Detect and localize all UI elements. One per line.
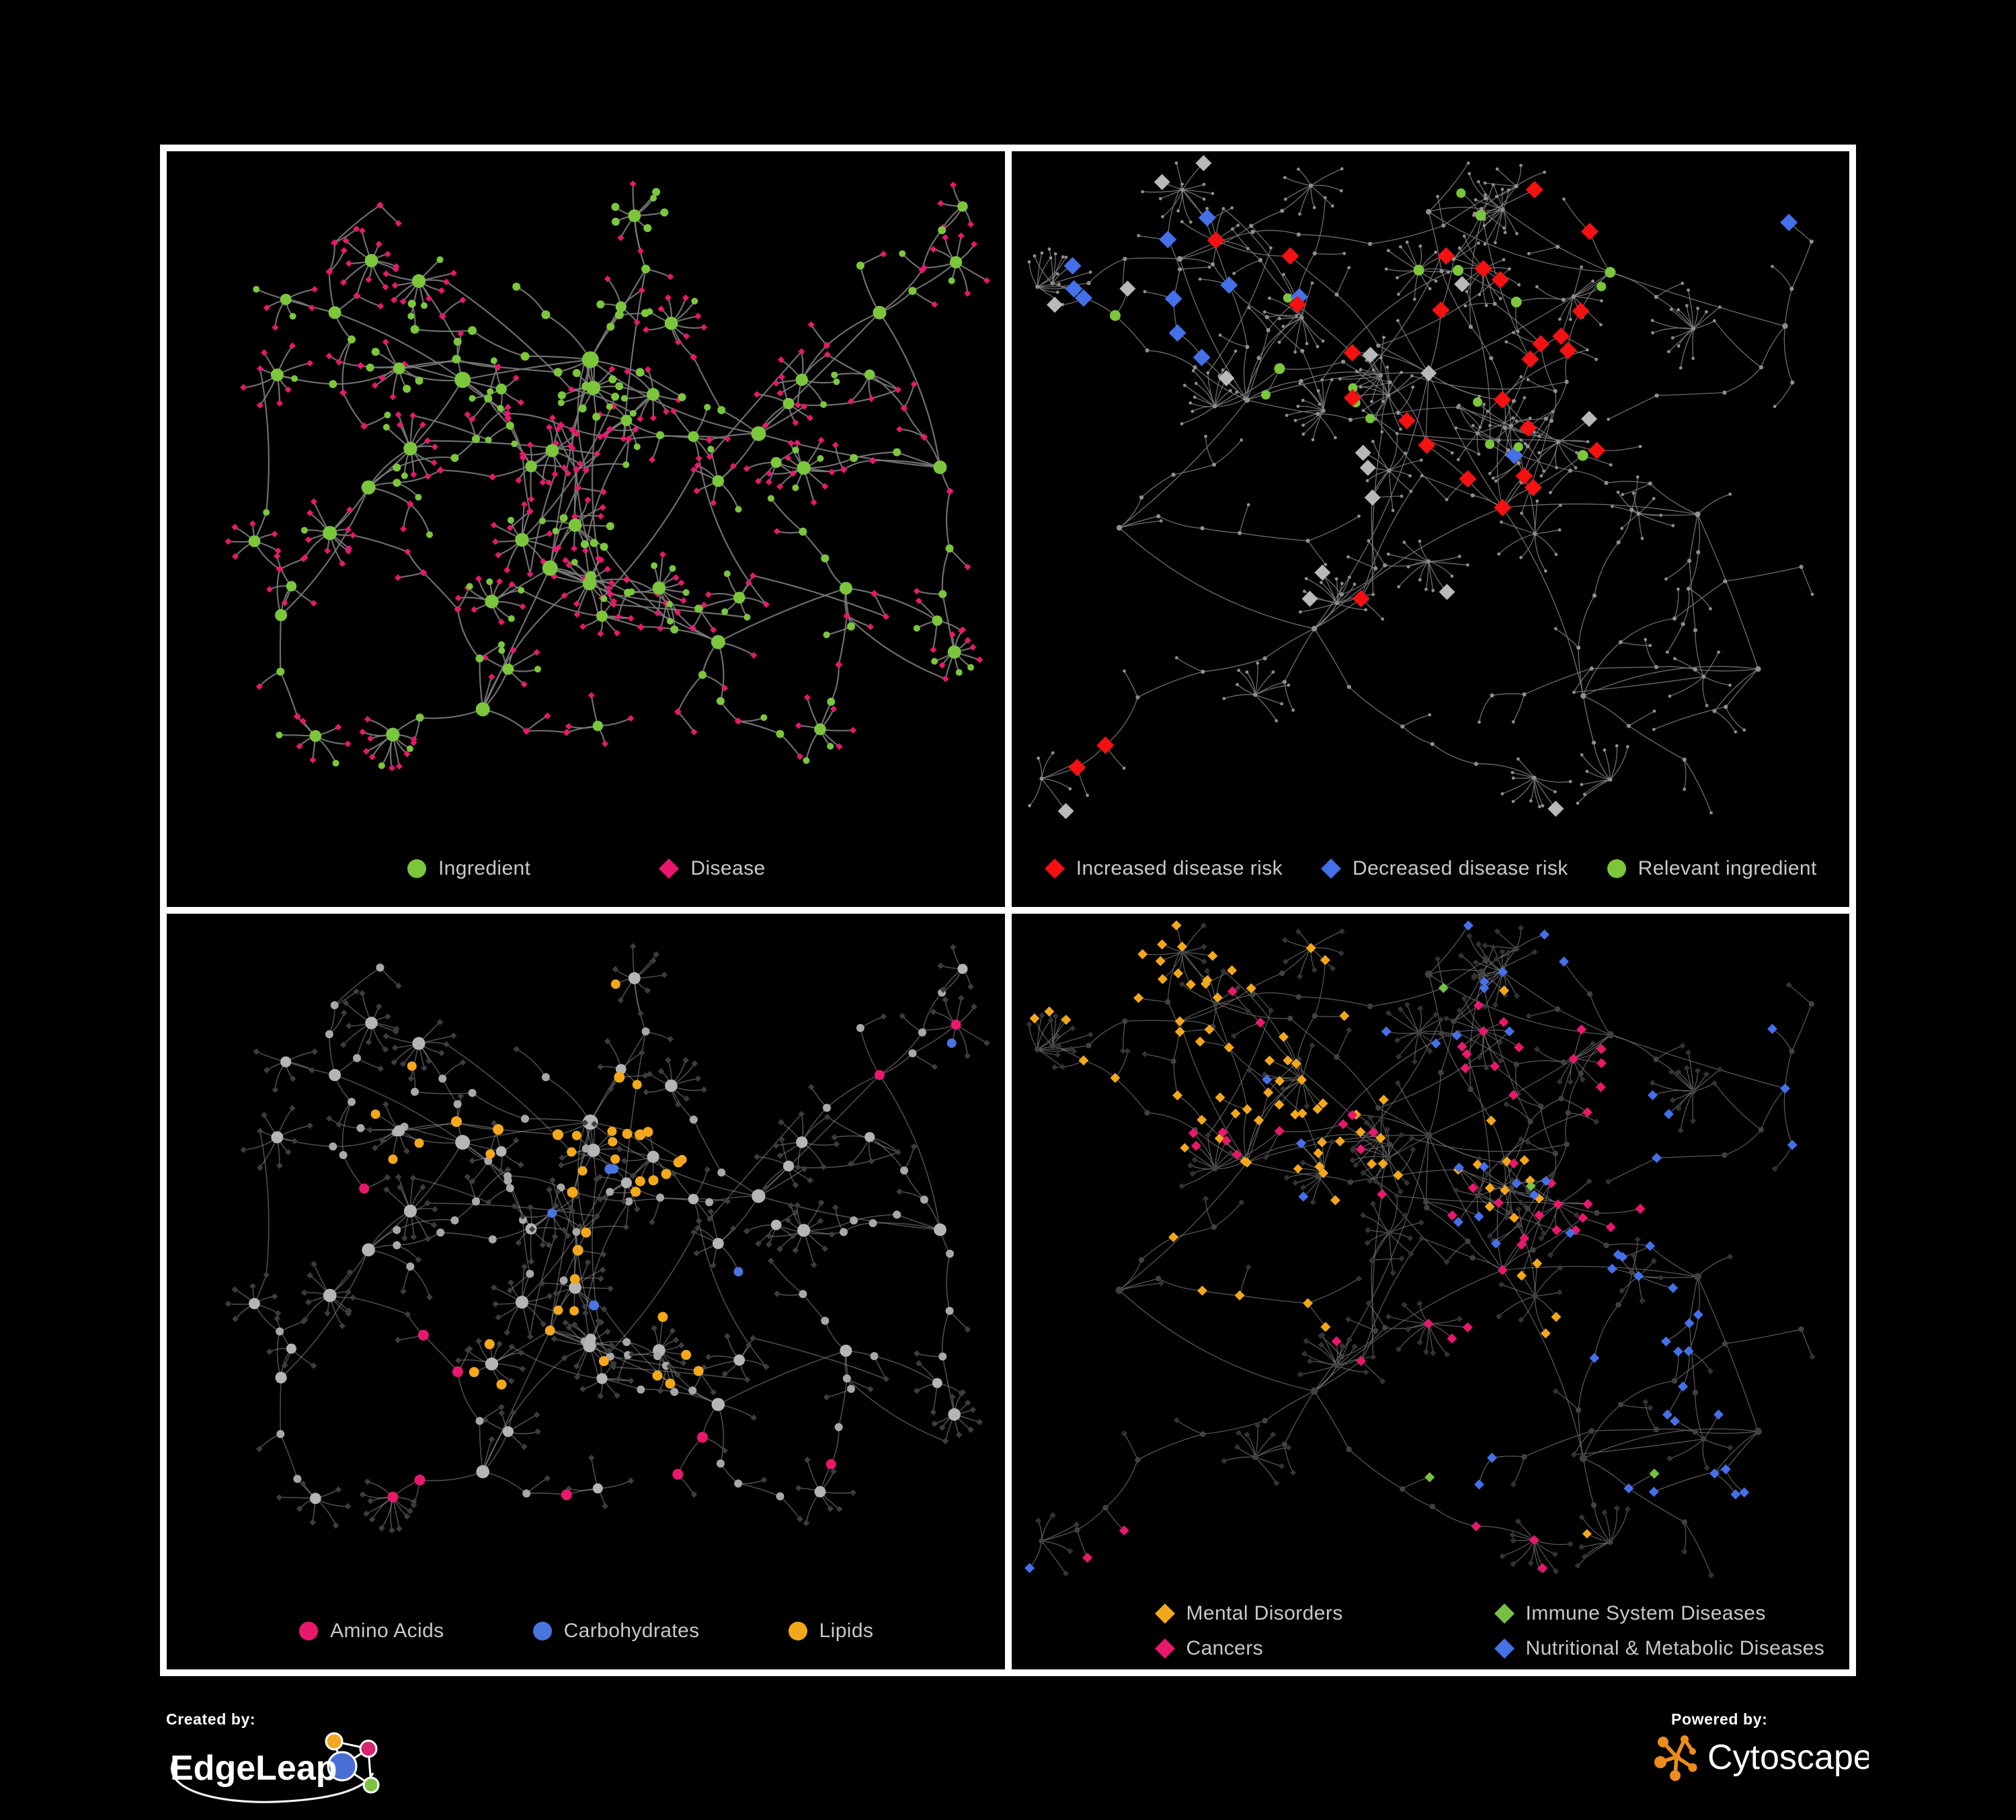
nutritional-metabolic-diseases-swatch-icon	[1494, 1638, 1515, 1659]
ingredient-disease-network	[225, 180, 990, 772]
legend-item-increased-disease-risk: Increased disease risk	[1044, 857, 1283, 880]
cytoscape-logo: Cytoscape	[1654, 1735, 1869, 1781]
panel-ingredient-disease: Ingredient Disease	[167, 151, 1005, 907]
panel-grid: Ingredient Disease Increased disease risk…	[160, 145, 1856, 1676]
ingredient-disease-legend: Ingredient Disease	[167, 830, 1005, 907]
amino-acids-label: Amino Acids	[330, 1620, 444, 1642]
created-by-label: Created by:	[166, 1710, 256, 1728]
legend-item-disease: Disease	[658, 857, 765, 880]
amino-acids-swatch-icon	[299, 1622, 319, 1640]
created-by-block: Created by: EdgeLeap	[166, 1710, 395, 1813]
edgeleap-network-icon	[325, 1732, 380, 1794]
mental-disorders-swatch-icon	[1154, 1604, 1175, 1624]
disease-class-network	[1024, 920, 1816, 1579]
panel-disease-classes: Mental Disorders Immune System Diseases Ca…	[1011, 914, 1850, 1669]
edge-layer	[227, 183, 988, 769]
legend-item-relevant-ingredient: Relevant ingredient	[1606, 857, 1817, 880]
lipids-label: Lipids	[819, 1620, 874, 1642]
powered-by-block: Powered by: Cytoscape	[1654, 1710, 1869, 1788]
ingredient-label: Ingredient	[438, 857, 531, 879]
disease-swatch-icon	[659, 859, 680, 879]
relevant-ingredient-label: Relevant ingredient	[1638, 857, 1817, 879]
legend-item-lipids: Lipids	[787, 1620, 874, 1643]
legend-item-mental-disorders: Mental Disorders	[1154, 1602, 1494, 1625]
cytoscape-icon-nodes	[1654, 1735, 1697, 1781]
increased-disease-risk-swatch-icon	[1044, 859, 1065, 879]
legend-item-nutritional-metabolic-diseases: Nutritional & Metabolic Diseases	[1494, 1637, 1825, 1660]
nutrient-class-legend: Amino Acids Carbohydrates Lipids	[167, 1593, 1005, 1669]
edgeleap-wordmark: EdgeLeap	[170, 1749, 337, 1788]
node-layer	[1024, 920, 1816, 1579]
disease-risk-network	[1027, 155, 1814, 820]
edge-layer	[227, 945, 987, 1531]
node-layer	[1027, 155, 1814, 820]
decreased-disease-risk-label: Decreased disease risk	[1353, 857, 1568, 879]
panel-nutrient-classes: Amino Acids Carbohydrates Lipids	[167, 914, 1005, 1669]
edgeleap-logo: EdgeLeap	[170, 1732, 380, 1803]
disease-class-legend: Mental Disorders Immune System Diseases Ca…	[1012, 1593, 1850, 1669]
immune-system-diseases-label: Immune System Diseases	[1525, 1602, 1766, 1624]
edgeleap-blue-node-icon	[327, 1751, 358, 1782]
edge-layer	[1028, 162, 1813, 814]
increased-disease-risk-label: Increased disease risk	[1076, 857, 1283, 879]
legend-item-immune-system-diseases: Immune System Diseases	[1494, 1602, 1825, 1625]
decreased-disease-risk-swatch-icon	[1321, 859, 1342, 879]
panel-disease-risk: Increased disease risk Decreased disease …	[1011, 151, 1850, 907]
mental-disorders-label: Mental Disorders	[1186, 1602, 1343, 1624]
lipids-swatch-icon	[788, 1622, 807, 1640]
powered-by-label: Powered by:	[1671, 1710, 1768, 1728]
disease-label: Disease	[690, 857, 766, 879]
edgeleap-orange-node-icon	[325, 1732, 344, 1751]
cancers-label: Cancers	[1186, 1637, 1264, 1659]
edgeleap-swoosh-icon	[171, 1759, 374, 1803]
edge-layer	[1028, 924, 1813, 1576]
cytoscape-wordmark: Cytoscape	[1707, 1738, 1869, 1777]
cancers-swatch-icon	[1154, 1638, 1175, 1659]
disease-risk-legend: Increased disease risk Decreased disease …	[1012, 830, 1850, 907]
legend-item-cancers: Cancers	[1154, 1637, 1494, 1660]
legend-item-amino-acids: Amino Acids	[298, 1620, 444, 1643]
legend-item-carbohydrates: Carbohydrates	[532, 1620, 700, 1643]
carbohydrates-label: Carbohydrates	[563, 1620, 700, 1642]
edgeleap-magenta-node-icon	[359, 1739, 378, 1758]
legend-item-ingredient: Ingredient	[406, 857, 530, 880]
nutrient-class-network	[225, 943, 990, 1534]
nutritional-metabolic-diseases-label: Nutritional & Metabolic Diseases	[1525, 1637, 1825, 1659]
carbohydrates-swatch-icon	[532, 1622, 552, 1640]
legend-item-decreased-disease-risk: Decreased disease risk	[1320, 857, 1568, 880]
immune-system-diseases-swatch-icon	[1494, 1604, 1515, 1624]
relevant-ingredient-swatch-icon	[1607, 859, 1626, 878]
edgeleap-green-node-icon	[362, 1776, 380, 1794]
ingredient-swatch-icon	[407, 859, 426, 878]
